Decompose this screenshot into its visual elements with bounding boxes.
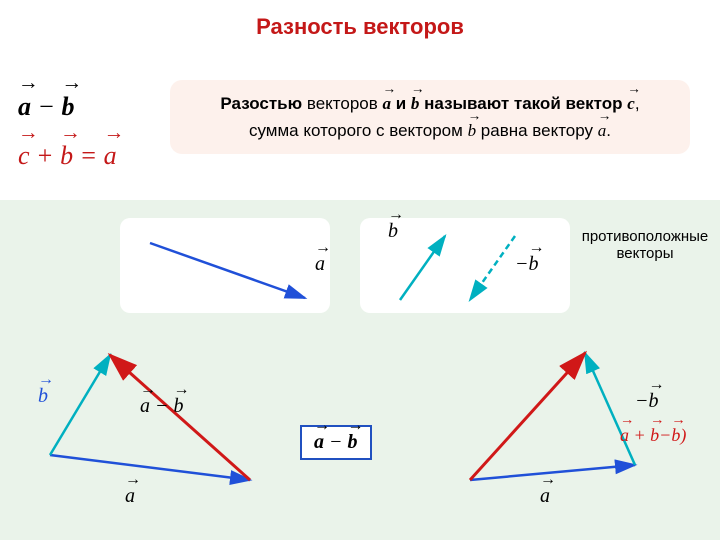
tri-right-label-negb: −b [635,390,659,413]
svg-vec-a [120,218,330,313]
tri-right-label-sum: a + b−b) [620,425,686,446]
tri-left-label-diff: a − b [140,395,184,418]
tri-left-label-a: a [125,485,135,508]
left-formulas: a − b c + b = a [18,82,117,181]
page-title: Разность векторов [0,0,720,40]
formula-sum: c + b = a [18,131,117,180]
title-word-2: векторов [363,14,464,39]
label-b: b [388,220,398,243]
title-word-1: Разность [256,14,357,39]
label-a: a [315,253,325,276]
opposite-vectors-label: противоположные векторы [575,228,715,262]
tri-right-label-a: a [540,485,550,508]
formula-box-center: a − b [300,425,372,460]
diagram-area: a b −b противоположные векторы b a − b a [0,200,720,540]
triangle-left [40,335,280,515]
vec-b: b [60,131,73,180]
label-neg-b: −b [515,253,539,276]
vec-c: c [18,131,30,180]
definition-box: Разостью векторов a и b называют такой в… [170,80,690,154]
vec-a: a [104,131,117,180]
panel-vec-a: a [120,218,330,313]
panel-vec-b: b −b [360,218,570,313]
tri-left-label-b: b [38,385,48,408]
